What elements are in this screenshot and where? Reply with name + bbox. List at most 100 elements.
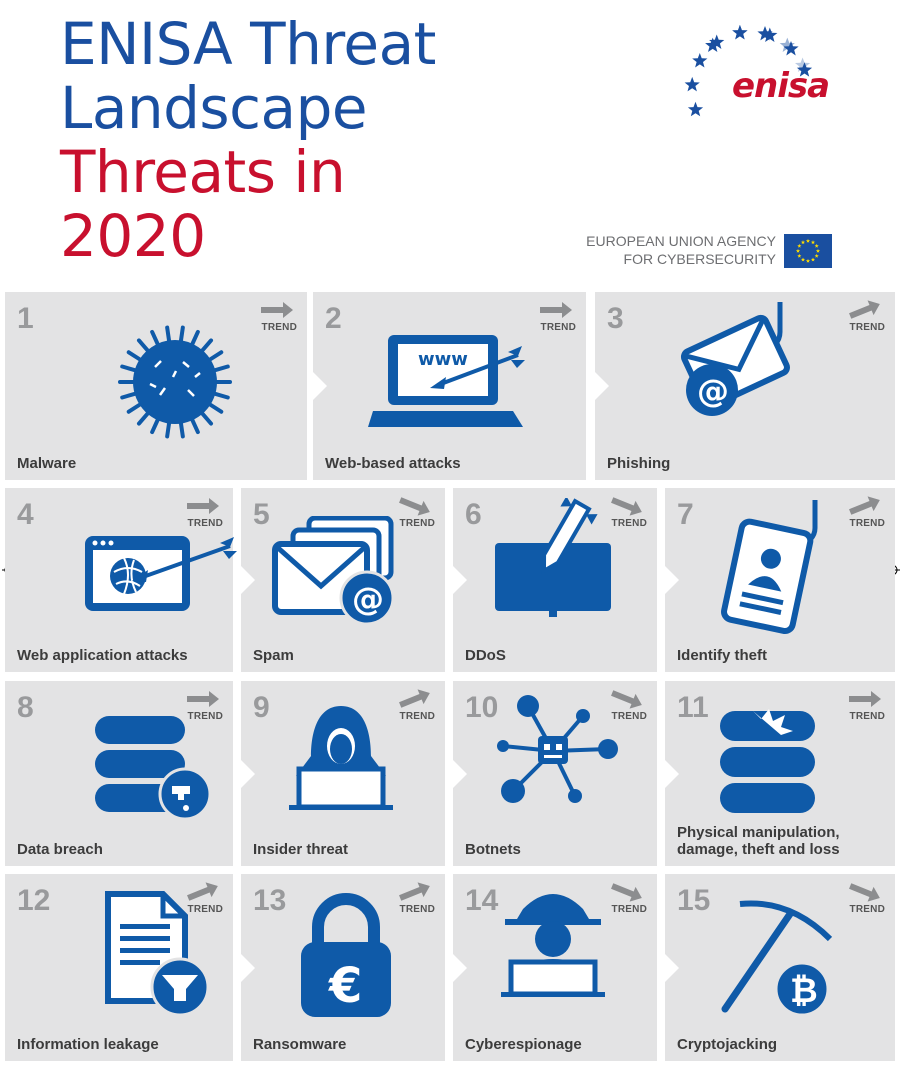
trend-arrow-icon xyxy=(399,882,430,901)
trend-label: TREND xyxy=(849,518,885,529)
threat-rank: 2 xyxy=(325,302,342,335)
trend-label: TREND xyxy=(540,322,576,333)
title-line-2: Landscape xyxy=(60,74,368,142)
trend-label: TREND xyxy=(849,904,885,915)
envelope-hook-icon: @ xyxy=(680,300,810,424)
tile-connector xyxy=(595,372,609,400)
title-line-3: Threats in xyxy=(60,138,346,206)
trend-indicator: TREND xyxy=(841,300,885,334)
threat-rank: 11 xyxy=(677,691,709,724)
tile-connector xyxy=(665,566,679,594)
trend-indicator: TREND xyxy=(603,496,647,530)
trend-arrow-icon xyxy=(849,300,880,319)
database-damage-icon xyxy=(715,701,825,825)
threat-name: Data breach xyxy=(17,841,103,858)
monitor-missile-icon xyxy=(493,496,613,622)
trend-arrow-icon xyxy=(261,302,293,318)
trend-label: TREND xyxy=(611,904,647,915)
threat-tile-1: 1 TREND Malware xyxy=(5,292,307,480)
trend-indicator: TREND xyxy=(391,882,435,916)
threat-rank: 15 xyxy=(677,884,711,917)
svg-text:₿: ₿ xyxy=(790,971,818,1011)
trend-indicator: TREND xyxy=(391,496,435,530)
title-line-4: 2020 xyxy=(60,202,206,270)
title-line-1: ENISA Threat xyxy=(60,10,436,78)
threat-tile-6: 6 TREND DDoS xyxy=(453,488,657,672)
pickaxe-bitcoin-icon: ₿ xyxy=(710,894,840,1028)
tile-connector xyxy=(453,759,467,788)
trend-label: TREND xyxy=(399,518,435,529)
tile-connector xyxy=(313,372,327,400)
spy-hat-icon xyxy=(493,884,613,1008)
laptop-arrow-icon: www xyxy=(368,327,528,441)
threat-rank: 12 xyxy=(17,884,51,917)
threat-rank: 8 xyxy=(17,691,34,724)
threat-rank: 5 xyxy=(253,498,270,531)
robot-network-icon xyxy=(483,691,623,815)
trend-indicator: TREND xyxy=(179,496,223,530)
browser-arrow-icon xyxy=(80,528,240,622)
threat-tile-11: 11 TREND Physical manipulation, damage, … xyxy=(665,681,895,866)
trend-arrow-icon xyxy=(187,882,218,901)
trend-indicator: TREND xyxy=(179,882,223,916)
threat-rank: 6 xyxy=(465,498,482,531)
svg-text:€: € xyxy=(328,958,362,1014)
trend-label: TREND xyxy=(399,904,435,915)
threat-name: Spam xyxy=(253,647,294,664)
threat-name: Web-based attacks xyxy=(325,455,461,472)
trend-indicator: TREND xyxy=(841,496,885,530)
trend-arrow-icon xyxy=(187,498,219,514)
hooded-figure-icon xyxy=(281,701,401,815)
trend-label: TREND xyxy=(849,322,885,333)
trend-label: TREND xyxy=(261,322,297,333)
tile-connector xyxy=(453,566,467,594)
threat-tile-2: 2 TREND www Web-based attacks xyxy=(313,292,586,480)
trend-label: TREND xyxy=(187,904,223,915)
tile-connector xyxy=(453,953,467,982)
svg-text:@: @ xyxy=(697,372,729,410)
enisa-logo-text: enisa xyxy=(732,66,830,106)
threat-tile-9: 9 TREND Insider threat xyxy=(241,681,445,866)
tile-connector xyxy=(665,953,679,982)
threat-tile-12: 12 TREND Information leakage xyxy=(5,874,233,1061)
page-title: ENISA Threat Landscape Threats in 2020 xyxy=(60,12,436,268)
threat-name: Information leakage xyxy=(17,1036,159,1053)
threat-name: Physical manipulation, damage, theft and… xyxy=(677,824,840,858)
threat-tile-13: 13 TREND € Ransomware xyxy=(241,874,445,1061)
trend-indicator: TREND xyxy=(391,689,435,723)
threat-name: Ransomware xyxy=(253,1036,347,1053)
threat-tile-7: 7 TREND Identify theft xyxy=(665,488,895,672)
threat-name: DDoS xyxy=(465,647,506,664)
trend-indicator: TREND xyxy=(841,689,885,723)
eu-flag-icon xyxy=(784,234,832,268)
tile-connector xyxy=(241,759,255,788)
enisa-stars-logo-icon xyxy=(684,24,813,117)
threat-rank: 7 xyxy=(677,498,694,531)
database-leak-icon xyxy=(90,706,220,830)
trend-arrow-icon xyxy=(611,690,642,709)
svg-text:@: @ xyxy=(352,580,384,618)
trend-label: TREND xyxy=(187,518,223,529)
threat-name: Botnets xyxy=(465,841,521,858)
tile-connector xyxy=(241,953,255,982)
threat-rank: 3 xyxy=(607,302,624,335)
trend-indicator: TREND xyxy=(179,689,223,723)
threat-tile-3: 3 TREND @ Phishing xyxy=(595,292,895,480)
trend-arrow-icon xyxy=(611,497,642,516)
threat-name: Identify theft xyxy=(677,647,767,664)
trend-label: TREND xyxy=(611,518,647,529)
tile-connector xyxy=(241,566,255,594)
trend-arrow-icon xyxy=(849,496,880,515)
svg-text:www: www xyxy=(418,349,468,370)
threat-name: Phishing xyxy=(607,455,671,472)
trend-indicator: TREND xyxy=(603,882,647,916)
trend-arrow-icon xyxy=(849,691,881,707)
padlock-euro-icon: € xyxy=(296,892,396,1026)
threat-tile-8: 8 TREND Data breach xyxy=(5,681,233,866)
trend-arrow-icon xyxy=(399,689,430,708)
agency-line-1: EUROPEAN UNION AGENCY xyxy=(586,233,776,249)
trend-arrow-icon xyxy=(540,302,572,318)
document-funnel-icon xyxy=(100,889,220,1023)
threat-tile-5: 5 TREND @ Spam xyxy=(241,488,445,672)
threat-tile-14: 14 TREND Cyberespionage xyxy=(453,874,657,1061)
